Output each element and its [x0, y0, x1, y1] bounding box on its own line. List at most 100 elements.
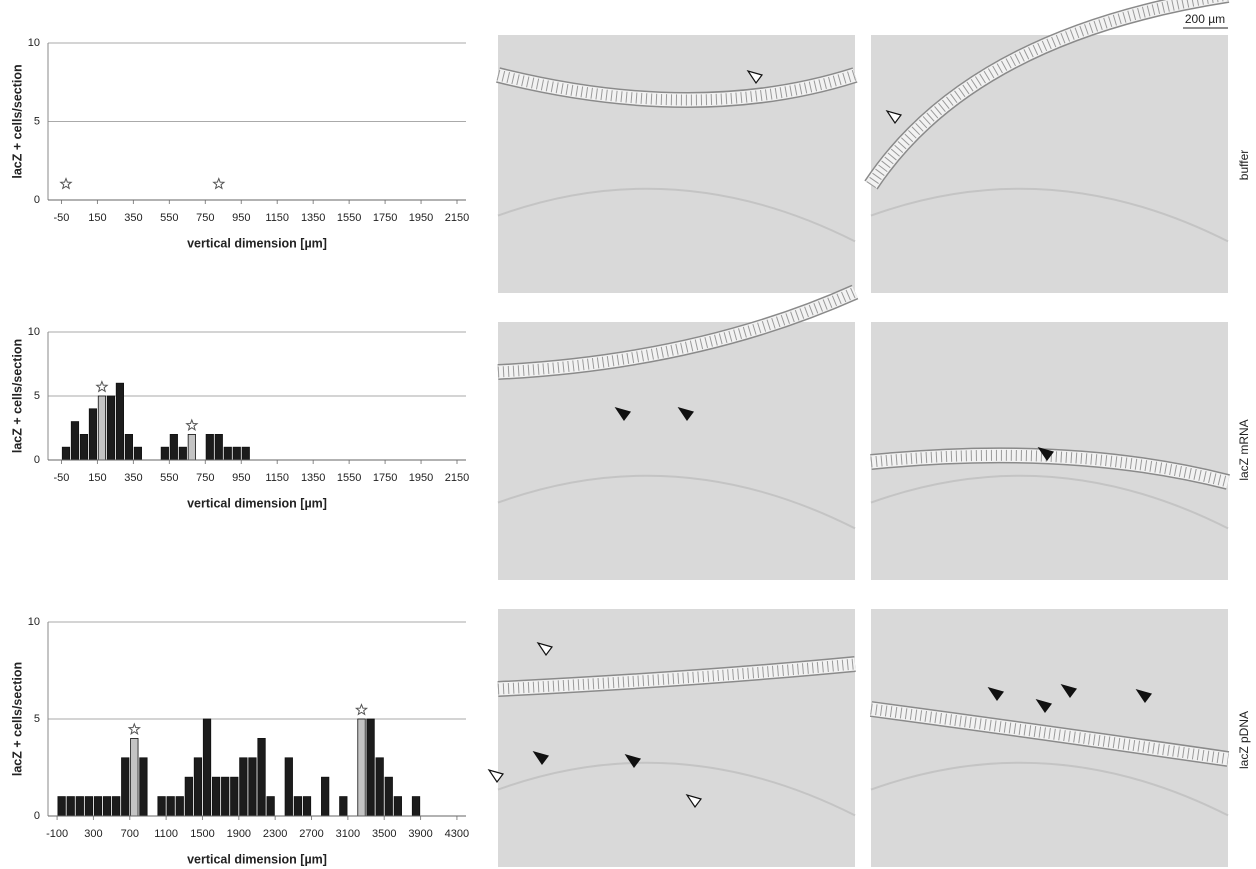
row-label: lacZ mRNA — [1237, 419, 1251, 480]
bar — [125, 434, 132, 460]
micrograph-bg — [871, 35, 1228, 293]
bar — [221, 777, 228, 816]
y-tick-label: 10 — [28, 37, 40, 49]
y-tick-label: 10 — [28, 326, 40, 338]
bar — [89, 409, 96, 460]
x-tick-label: 150 — [88, 212, 106, 224]
micrograph — [498, 35, 855, 293]
y-tick-label: 10 — [28, 616, 40, 628]
bar — [358, 719, 365, 816]
x-tick-label: 1500 — [190, 828, 214, 840]
x-tick-label: 4300 — [445, 828, 469, 840]
bar — [140, 758, 147, 816]
bar — [212, 777, 219, 816]
x-tick-label: 2700 — [299, 828, 323, 840]
bar — [242, 447, 249, 460]
x-tick-label: 1350 — [301, 212, 325, 224]
bar — [249, 758, 256, 816]
x-tick-label: 150 — [88, 472, 106, 484]
bar — [107, 396, 114, 460]
bar — [194, 758, 201, 816]
x-tick-label: 550 — [160, 212, 178, 224]
bar — [170, 434, 177, 460]
star-marker — [129, 724, 140, 734]
bar — [134, 447, 141, 460]
x-tick-label: -100 — [46, 828, 68, 840]
x-tick-label: 700 — [121, 828, 139, 840]
bar — [112, 797, 119, 816]
bar — [158, 797, 165, 816]
figure: 200 µm buffer lacZ mRNA lacZ pDNA 0 5 10 -5… — [0, 0, 1256, 869]
x-tick-label: 3100 — [336, 828, 360, 840]
micrograph — [871, 322, 1228, 580]
x-tick-label: 750 — [196, 212, 214, 224]
star-marker — [187, 420, 198, 430]
row-label: lacZ pDNA — [1237, 711, 1251, 769]
bar — [294, 797, 301, 816]
row-label: buffer — [1237, 150, 1251, 180]
bar — [206, 434, 213, 460]
y-tick-label: 0 — [34, 454, 40, 466]
x-tick-label: 1350 — [301, 472, 325, 484]
scale-bar-label: 200 µm — [1185, 12, 1225, 26]
bar — [176, 797, 183, 816]
bar — [258, 738, 265, 816]
bar — [167, 797, 174, 816]
y-tick-label: 5 — [34, 115, 40, 127]
x-tick-label: 2150 — [445, 472, 469, 484]
x-tick-label: 1750 — [373, 212, 397, 224]
bar — [179, 447, 186, 460]
x-tick-label: 1550 — [337, 472, 361, 484]
bar — [131, 738, 138, 816]
bar — [233, 447, 240, 460]
y-tick-label: 0 — [34, 194, 40, 206]
y-axis-title: lacZ + cells/section — [10, 339, 24, 453]
x-tick-label: 300 — [84, 828, 102, 840]
x-tick-label: 550 — [160, 472, 178, 484]
x-tick-label: 1100 — [154, 828, 178, 840]
x-axis-title: vertical dimension [µm] — [187, 496, 327, 510]
bar — [224, 447, 231, 460]
bar — [67, 797, 74, 816]
x-tick-label: 3500 — [372, 828, 396, 840]
bar — [62, 447, 69, 460]
bar — [240, 758, 247, 816]
x-tick-label: 1550 — [337, 212, 361, 224]
x-tick-label: 950 — [232, 212, 250, 224]
x-tick-label: 750 — [196, 472, 214, 484]
x-axis-title: vertical dimension [µm] — [187, 236, 327, 250]
x-tick-label: 1900 — [227, 828, 251, 840]
bar — [303, 797, 310, 816]
x-tick-label: 1750 — [373, 472, 397, 484]
bar — [340, 797, 347, 816]
x-tick-label: 2150 — [445, 212, 469, 224]
y-tick-label: 5 — [34, 390, 40, 402]
micrograph — [489, 609, 855, 867]
x-tick-label: 350 — [124, 472, 142, 484]
star-marker — [356, 705, 366, 715]
star-marker — [61, 179, 71, 189]
bar — [231, 777, 238, 816]
x-tick-label: 2300 — [263, 828, 287, 840]
micrograph — [498, 292, 855, 580]
bar — [385, 777, 392, 816]
star-marker — [97, 382, 108, 392]
bar — [85, 797, 92, 816]
x-tick-label: 1950 — [409, 212, 433, 224]
y-axis-title: lacZ + cells/section — [10, 64, 24, 178]
bar — [122, 758, 129, 816]
bar — [71, 422, 78, 460]
bar — [267, 797, 274, 816]
x-tick-label: 1150 — [265, 212, 289, 224]
bar — [58, 797, 65, 816]
x-tick-label: -50 — [54, 212, 70, 224]
star-marker — [214, 179, 224, 189]
y-tick-label: 5 — [34, 713, 40, 725]
x-tick-label: -50 — [54, 472, 70, 484]
bar — [185, 777, 192, 816]
x-tick-label: 1950 — [409, 472, 433, 484]
bar — [98, 396, 105, 460]
bar — [394, 797, 401, 816]
bar — [215, 434, 222, 460]
y-axis-title: lacZ + cells/section — [10, 662, 24, 776]
